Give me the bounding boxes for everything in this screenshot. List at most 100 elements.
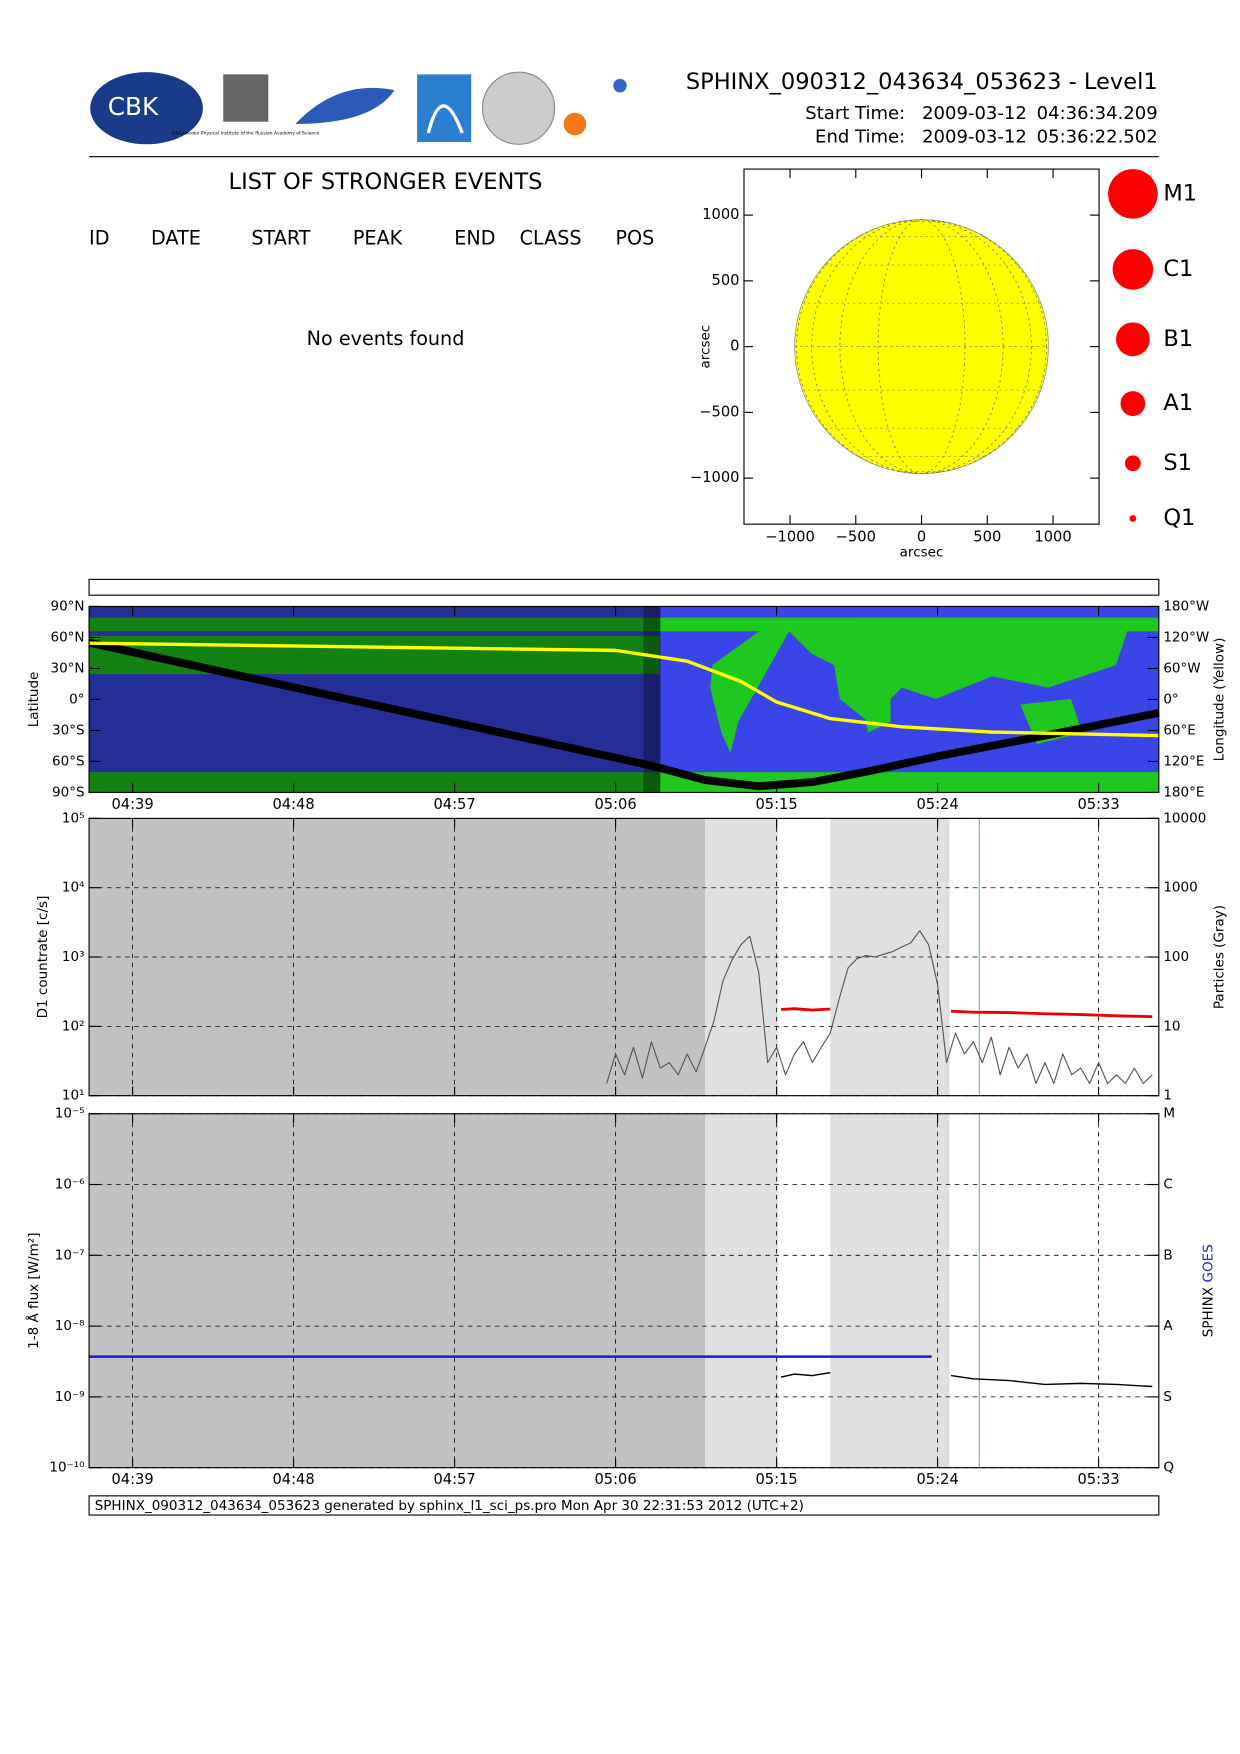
map-land: [89, 772, 1159, 793]
y2-axis-label: SPHINX GOES: [1200, 1244, 1216, 1337]
x-tick-label: 05:24: [916, 1471, 958, 1488]
panel-frame: [88, 817, 1160, 1097]
logo-portrait: [223, 74, 269, 122]
y-tick-label: 10³: [62, 949, 85, 965]
x-tick-label: −1000: [765, 529, 815, 546]
logos: CBK P.N.Lebedev Physical Institute of th…: [90, 71, 627, 145]
legend-label: A1: [1163, 390, 1193, 416]
y2-tick-label: M: [1163, 1106, 1175, 1122]
x-tick-label: 05:33: [1077, 1471, 1119, 1488]
x-tick-label: 04:57: [433, 796, 475, 813]
x-tick-label: 1000: [1034, 529, 1071, 546]
start-date: 2009-03-12: [922, 103, 1027, 124]
time-region: [89, 1113, 706, 1468]
logo-arc-line: [426, 104, 464, 134]
legend-label: B1: [1163, 326, 1193, 352]
y2-axis-label: Longitude (Yellow): [1212, 638, 1228, 762]
y2-tick-label: 60°W: [1163, 660, 1200, 676]
disk-meridian: [796, 219, 1047, 474]
legend-label: M1: [1163, 180, 1197, 206]
logo-cbk: [90, 72, 203, 145]
map-continent: [856, 676, 891, 733]
logo-mian: [295, 87, 395, 124]
y-tick-label: 500: [712, 272, 740, 289]
logo-seal: [481, 71, 556, 145]
status-bar: [88, 578, 1160, 596]
column-header: POS: [615, 226, 654, 249]
report-title: SPHINX_090312_043634_053623 - Level1: [686, 69, 1158, 95]
y2-tick-label: B: [1163, 1247, 1172, 1263]
x-tick-label: 04:48: [272, 1471, 314, 1488]
y2-tick-label: A: [1163, 1318, 1173, 1334]
y-tick-label: 10⁴: [62, 880, 85, 896]
y-tick-label: 10⁻⁷: [55, 1247, 85, 1263]
y-tick-label: 10⁻¹⁰: [49, 1460, 84, 1476]
x-tick-label: −500: [836, 529, 876, 546]
column-header: END: [454, 226, 495, 249]
y2-tick-label: 60°E: [1163, 722, 1196, 738]
legend-marker: [1108, 169, 1158, 219]
y2-label-part: GOES: [1200, 1244, 1216, 1282]
y-tick-label: 1000: [702, 206, 739, 223]
y-tick-label: 0: [730, 338, 739, 355]
panel-frame: [88, 1113, 1160, 1469]
column-header: START: [251, 226, 310, 249]
y2-tick-label: 180°W: [1163, 598, 1209, 614]
footer: SPHINX_090312_043634_053623 generated by…: [95, 1498, 804, 1514]
night-shade: [89, 606, 661, 793]
x-tick-label: 05:33: [1077, 796, 1119, 813]
data-line: [88, 638, 1160, 791]
map-land: [89, 635, 660, 675]
y-axis-label: 1-8 Å flux [W/m²]: [25, 1233, 42, 1349]
y2-tick-label: 10000: [1163, 810, 1206, 826]
legend-label: Q1: [1163, 505, 1195, 531]
data-line: [780, 1007, 1153, 1019]
y-tick-label: 10⁻⁶: [55, 1177, 85, 1193]
x-tick-label: 05:06: [594, 796, 636, 813]
column-header: PEAK: [353, 226, 403, 249]
y-axis-label: arcsec: [698, 325, 714, 369]
data-line: [780, 1371, 1153, 1388]
y-tick-label: −500: [699, 403, 739, 420]
legend-marker: [1112, 249, 1154, 290]
data-line: [606, 930, 1153, 1085]
x-tick-label: 05:24: [916, 796, 958, 813]
x-tick-label: 0: [917, 529, 926, 546]
x-tick-label: 500: [973, 529, 1001, 546]
y2-tick-label: C: [1163, 1177, 1172, 1193]
data-line: [89, 641, 1159, 738]
terminator-band: [643, 606, 661, 793]
y-tick-label: 30°N: [50, 660, 84, 676]
x-axis-label: arcsec: [900, 544, 944, 560]
column-header: CLASS: [520, 226, 582, 249]
end-date: 2009-03-12: [922, 127, 1027, 148]
logo-caption: P.N.Lebedev Physical Institute of the Ru…: [172, 131, 320, 137]
time-region: [830, 1113, 950, 1468]
x-tick-label: 04:39: [111, 796, 153, 813]
y-tick-label: 10⁵: [62, 810, 85, 826]
y2-tick-label: 1: [1163, 1088, 1172, 1104]
y2-tick-label: 10: [1163, 1018, 1180, 1034]
y2-tick-label: 180°E: [1163, 784, 1204, 800]
x-tick-label: 05:15: [755, 1471, 797, 1488]
y2-tick-label: 1000: [1163, 880, 1197, 896]
end-time: 05:36:22.502: [1037, 127, 1158, 148]
x-tick-label: 04:39: [111, 1471, 153, 1488]
logo-globe: [613, 78, 627, 93]
y-tick-label: −1000: [690, 469, 740, 486]
y2-tick-label: Q: [1163, 1460, 1174, 1476]
logo-sun: [563, 112, 587, 136]
y-axis-label: Latitude: [26, 672, 42, 728]
x-tick-label: 05:15: [755, 796, 797, 813]
y-tick-label: 30°S: [52, 722, 85, 738]
y2-tick-label: 100: [1163, 949, 1189, 965]
y2-tick-label: 120°E: [1163, 753, 1204, 769]
legend-marker: [1125, 455, 1141, 472]
y-tick-label: 10⁻⁵: [55, 1106, 85, 1122]
y2-axis-label: Particles (Gray): [1212, 905, 1228, 1009]
legend-label: C1: [1163, 256, 1193, 282]
start-label: Start Time:: [805, 103, 905, 124]
legend-marker: [1115, 322, 1150, 357]
y-tick-label: 90°N: [50, 598, 84, 614]
